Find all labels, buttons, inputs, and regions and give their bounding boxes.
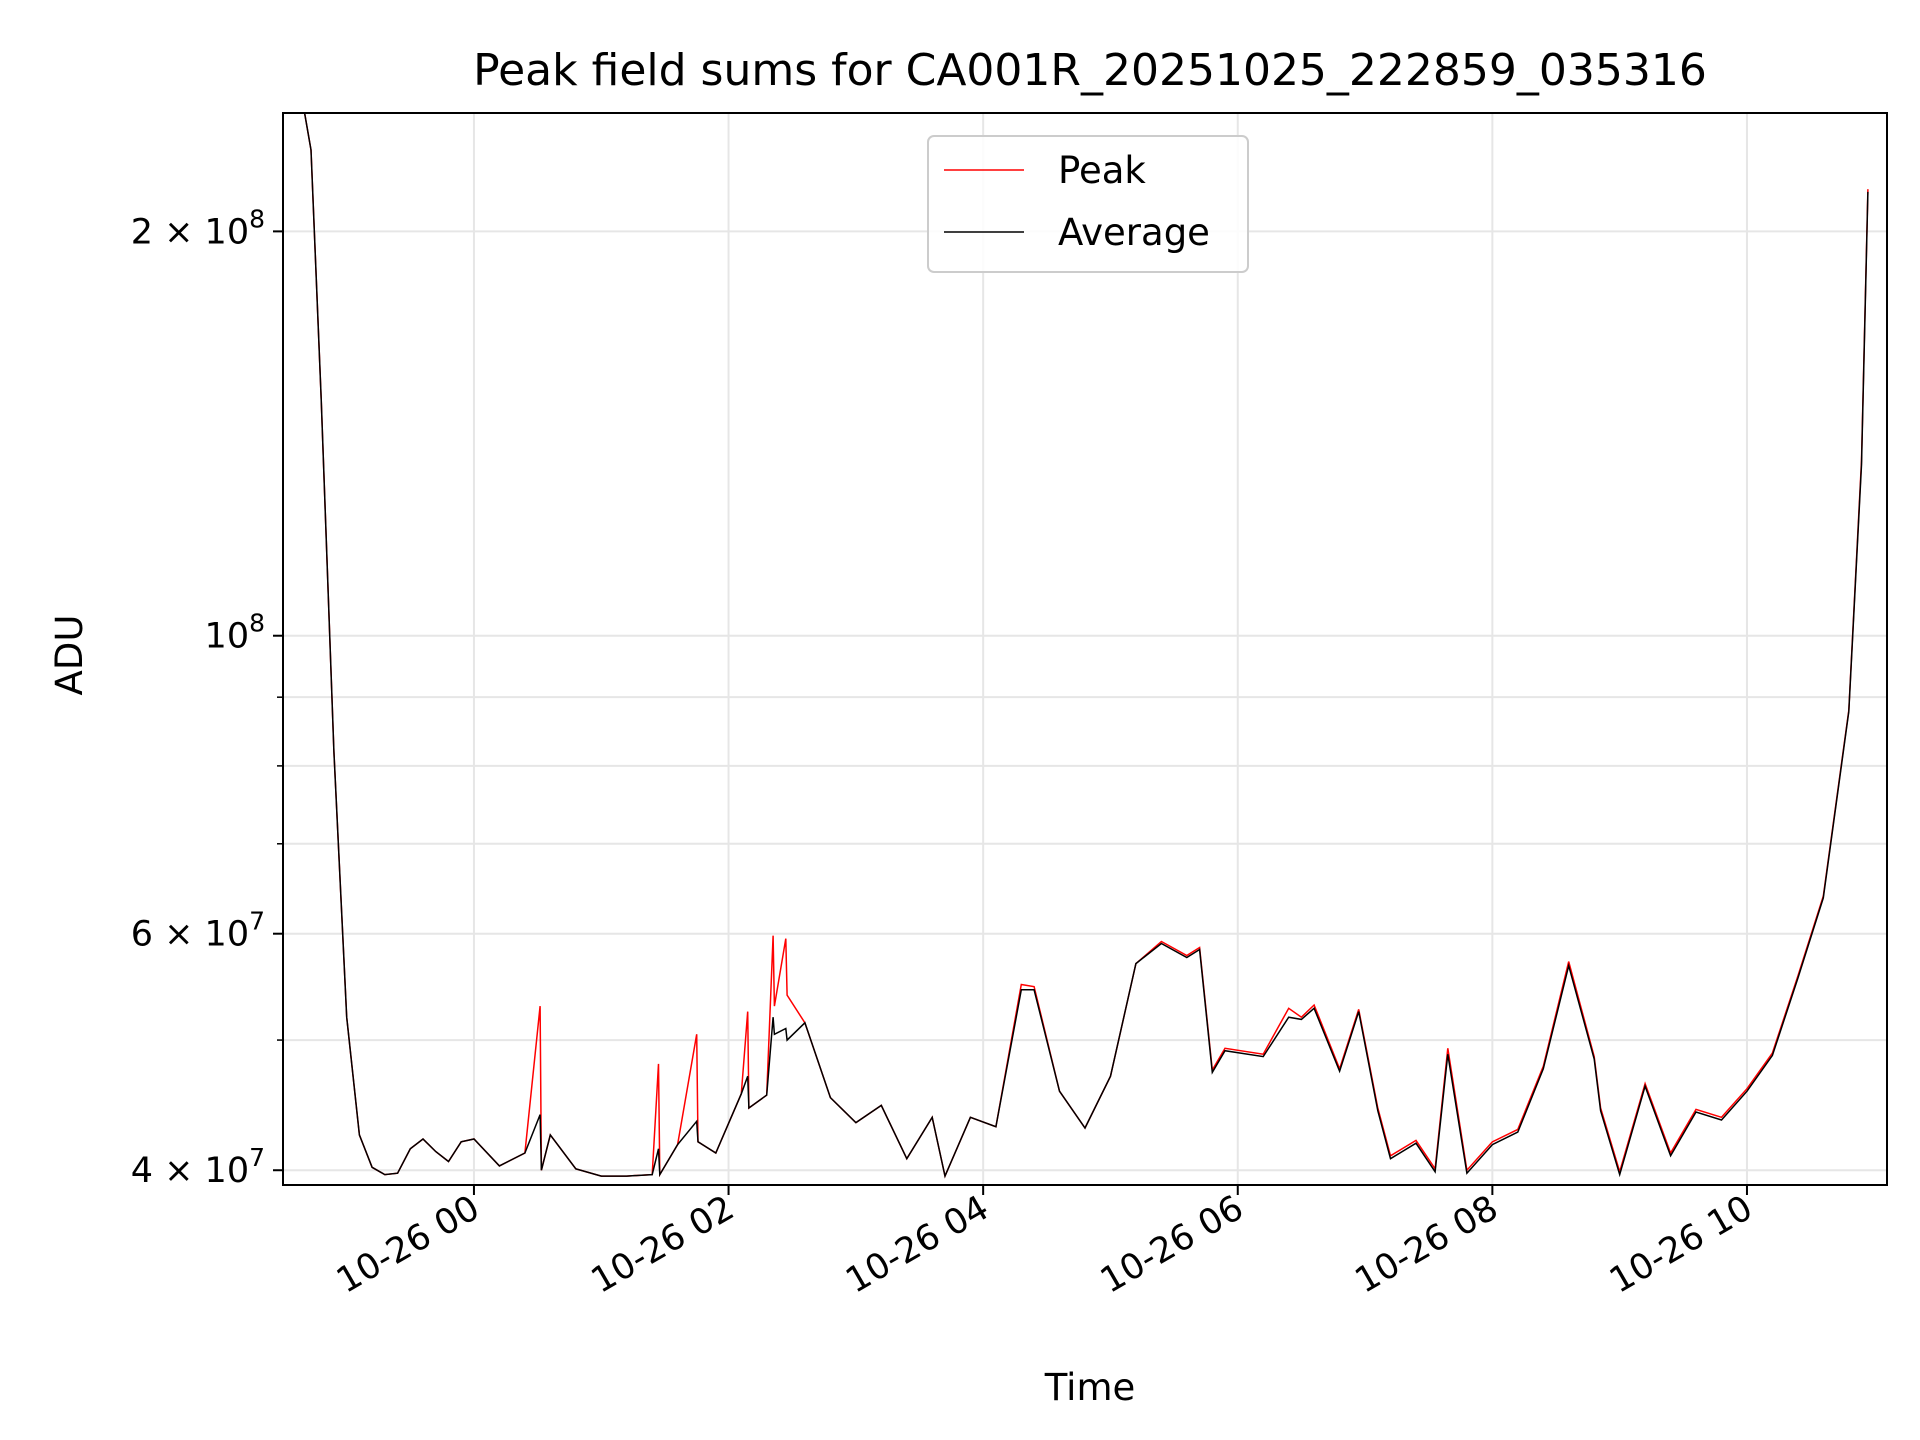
y-tick-label: 6 × 107 [131,907,265,955]
legend: Peak Average [927,135,1249,273]
x-tick-label: 10-26 00 [330,1188,486,1301]
x-tick-label: 10-26 10 [1603,1188,1759,1301]
y-tick-label: 108 [205,609,265,657]
axes: 10-26 00 10-26 02 10-26 04 10-26 06 10-26 08… [131,204,1760,1301]
y-tick-exponent: 7 [249,1143,265,1172]
y-tick-base: 6 × 10 [131,915,249,955]
x-tick-label: 10-26 08 [1349,1188,1505,1301]
y-tick-exponent: 8 [249,204,265,233]
legend-label-average: Average [1058,211,1210,254]
x-tick-label: 10-26 06 [1094,1188,1250,1301]
x-tick-label: 10-26 04 [839,1188,995,1301]
y-tick-base: 2 × 10 [131,212,249,252]
y-tick-label: 4 × 107 [131,1143,265,1191]
y-tick-base: 4 × 10 [131,1151,249,1191]
plot-frame [282,112,1888,1186]
x-tick-label: 10-26 02 [585,1188,741,1301]
y-tick-label: 2 × 108 [131,204,265,252]
legend-label-peak: Peak [1058,149,1146,192]
chart-title: Peak field sums for CA001R_20251025_2228… [473,45,1707,96]
y-axis-label: ADU [48,615,91,696]
y-tick-exponent: 7 [249,907,265,936]
y-tick-base: 10 [205,617,250,657]
series-layer [303,113,1869,1179]
grid [283,113,1887,1185]
x-axis-label: Time [1044,1366,1136,1409]
series-line-average [303,113,1869,1179]
y-tick-exponent: 8 [249,609,265,638]
